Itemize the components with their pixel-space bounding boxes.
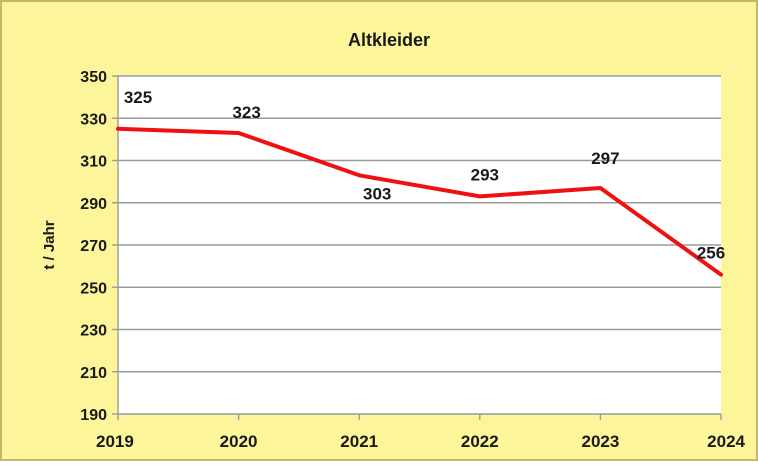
- y-tick-label-250: 250: [80, 280, 107, 297]
- series-line-0: [116, 126, 723, 277]
- x-tick-label-2022: 2022: [461, 432, 499, 451]
- y-axis-tick-labels: 190 210 230 250 270 290 310 330 350: [80, 69, 107, 424]
- data-label-2020: 323: [232, 103, 260, 122]
- data-label-2023: 297: [591, 149, 619, 168]
- y-tick-label-270: 270: [80, 238, 107, 255]
- gridlines: [118, 75, 721, 373]
- y-tick-label-210: 210: [80, 365, 107, 382]
- y-tick-label-290: 290: [80, 196, 107, 213]
- chart-title: Altkleider: [348, 30, 430, 50]
- y-tick-label-350: 350: [80, 69, 107, 86]
- x-tick-label-2020: 2020: [220, 432, 258, 451]
- x-axis-tick-labels: 2019 2020 2021 2022 2023 2024: [96, 432, 746, 451]
- data-label-2019: 325: [124, 88, 152, 107]
- y-tick-label-310: 310: [80, 154, 107, 171]
- y-tick-label-230: 230: [80, 323, 107, 340]
- y-tick-label-330: 330: [80, 111, 107, 128]
- data-label-2021: 303: [363, 184, 391, 203]
- x-tick-label-2023: 2023: [581, 432, 619, 451]
- x-tick-label-2019: 2019: [96, 432, 134, 451]
- x-tick-label-2021: 2021: [340, 432, 378, 451]
- data-labels: 325 323 303 293 297 256: [124, 88, 725, 263]
- data-label-2022: 293: [471, 165, 499, 184]
- series-lines: [116, 126, 723, 277]
- x-tick-label-2024: 2024: [707, 432, 745, 451]
- y-tick-label-190: 190: [80, 407, 107, 424]
- data-label-2024: 256: [697, 244, 725, 263]
- axes: [112, 75, 722, 420]
- y-axis-title: t / Jahr: [41, 220, 58, 269]
